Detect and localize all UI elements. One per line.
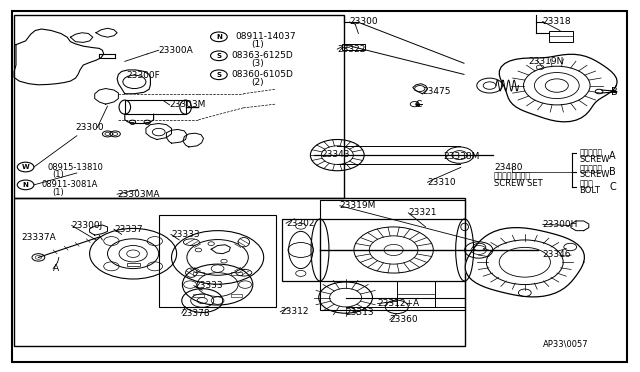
Text: 08363-6125D: 08363-6125D (232, 51, 293, 60)
Text: AP33\0057: AP33\0057 (543, 339, 588, 348)
Text: 08360-6105D: 08360-6105D (232, 70, 294, 79)
Text: スクリューセット: スクリューセット (494, 171, 531, 180)
Text: 23318: 23318 (543, 17, 572, 26)
Bar (125, 100, 186, 114)
Text: 23312+A: 23312+A (378, 299, 420, 308)
Ellipse shape (186, 268, 197, 278)
Text: 23475: 23475 (422, 87, 451, 96)
Text: N: N (22, 182, 29, 188)
Text: S: S (216, 72, 221, 78)
Text: 23343: 23343 (321, 150, 350, 159)
Text: S: S (216, 53, 221, 59)
Text: 23303MA: 23303MA (117, 190, 159, 199)
Text: BOLT: BOLT (579, 186, 600, 195)
Bar (232, 294, 242, 298)
Ellipse shape (236, 269, 252, 276)
Bar (397, 281, 435, 307)
Polygon shape (117, 70, 150, 94)
Bar (127, 263, 140, 266)
Text: 23313: 23313 (346, 308, 374, 317)
Text: N: N (216, 34, 222, 40)
Text: 23378: 23378 (182, 309, 211, 318)
Text: A: A (609, 151, 616, 161)
Bar (342, 44, 365, 50)
Text: スクリュー: スクリュー (579, 149, 602, 158)
Text: (1): (1) (52, 170, 64, 179)
Text: 08911-14037: 08911-14037 (236, 32, 296, 41)
Text: SCREW: SCREW (579, 170, 610, 179)
Text: (1): (1) (52, 188, 64, 197)
Text: 08911-3081A: 08911-3081A (42, 180, 98, 189)
Text: W: W (22, 164, 29, 170)
Text: 23333: 23333 (194, 281, 223, 290)
Text: A: A (53, 264, 60, 273)
Text: 23321: 23321 (408, 208, 437, 217)
Text: (2): (2) (252, 78, 264, 87)
Bar (14, 15, 344, 198)
Text: 23300: 23300 (349, 17, 378, 26)
Text: 23319M: 23319M (340, 201, 376, 210)
Text: C: C (609, 182, 616, 192)
Text: 23346: 23346 (543, 250, 572, 259)
Polygon shape (183, 133, 204, 147)
Text: 23302: 23302 (286, 219, 315, 228)
Text: 23480: 23480 (494, 163, 523, 171)
Text: 23300A: 23300A (159, 46, 193, 55)
Text: 23300F: 23300F (126, 71, 160, 80)
Text: ボルト: ボルト (579, 180, 593, 189)
Text: C: C (415, 100, 422, 109)
Text: SCREW: SCREW (579, 155, 610, 164)
Circle shape (416, 104, 420, 106)
Text: 23300: 23300 (75, 123, 104, 132)
Text: 23319N: 23319N (528, 57, 563, 65)
Bar (549, 31, 573, 42)
Text: スクリュー: スクリュー (579, 165, 602, 174)
Text: 23310: 23310 (428, 178, 456, 187)
Bar (282, 219, 320, 281)
Text: 23312: 23312 (280, 307, 309, 316)
Bar (14, 198, 465, 346)
Polygon shape (166, 129, 187, 143)
Text: (3): (3) (252, 59, 264, 68)
Polygon shape (90, 225, 108, 235)
Text: 08915-13810: 08915-13810 (47, 163, 103, 171)
Polygon shape (95, 89, 118, 104)
Bar (193, 294, 204, 298)
Text: 23303M: 23303M (170, 100, 206, 109)
Text: 23337: 23337 (114, 225, 143, 234)
Polygon shape (413, 84, 428, 94)
Bar (320, 200, 465, 310)
Polygon shape (465, 228, 584, 297)
Text: SCREW SET: SCREW SET (494, 179, 543, 188)
Bar (193, 272, 204, 275)
Text: (1): (1) (252, 40, 264, 49)
Text: 23338M: 23338M (444, 153, 480, 161)
Bar (232, 272, 242, 275)
Text: 23337A: 23337A (22, 233, 56, 242)
Text: B: B (609, 167, 616, 177)
Bar (533, 63, 547, 71)
Ellipse shape (183, 239, 199, 246)
Text: B: B (611, 87, 618, 96)
Text: 23333: 23333 (171, 230, 200, 239)
Text: 23300J: 23300J (72, 221, 103, 230)
Polygon shape (146, 124, 172, 140)
Text: 23360: 23360 (390, 315, 419, 324)
Polygon shape (571, 221, 589, 231)
Text: 23322: 23322 (337, 45, 365, 54)
Text: 23300H: 23300H (543, 220, 578, 229)
Ellipse shape (238, 237, 250, 247)
Bar (159, 215, 276, 307)
Polygon shape (499, 54, 617, 122)
